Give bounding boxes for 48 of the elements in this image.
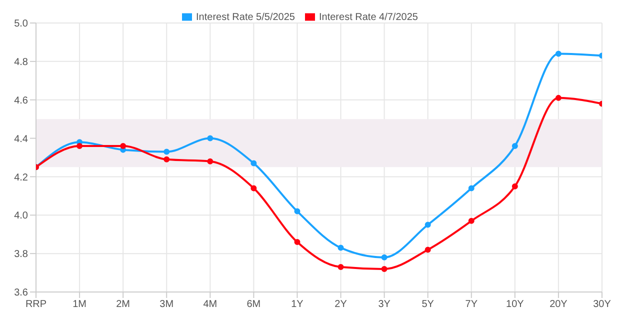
point [468,185,474,192]
point [512,142,518,149]
point [294,239,300,246]
legend-label: Interest Rate 4/7/2025 [319,12,418,23]
x-tick-label: 3Y [378,299,391,310]
x-tick-label: 10Y [506,299,524,310]
x-tick-label: RRP [25,299,47,310]
point [207,158,214,164]
y-tick-label: 3.8 [14,249,28,260]
x-tick-label: 30Y [593,299,612,310]
x-tick-label: 1M [72,299,86,310]
point [555,94,562,101]
point [555,50,562,57]
point [381,254,388,260]
point [424,246,431,253]
x-tick-label: 4M [203,299,218,310]
line-series [36,50,602,260]
x-tick-label: 2M [116,299,130,310]
point [76,142,83,149]
y-tick-label: 4.2 [14,172,28,184]
point [164,148,170,155]
point [512,183,518,190]
point [338,264,344,270]
y-tick-label: 5.0 [14,18,28,30]
x-tick-label: 5Y [422,299,434,310]
y-tick-label: 4.0 [14,210,28,222]
y-tick-label: 3.6 [14,288,28,299]
x-tick-label: 7Y [465,299,478,310]
point [381,266,388,272]
x-tick-label: 3M [160,299,174,310]
x-tick-label: 2Y [334,299,348,310]
point [294,208,300,214]
y-tick-label: 4.8 [14,56,28,68]
point [468,218,474,224]
y-tick-label: 4.6 [14,95,28,106]
point [250,185,257,192]
point [338,244,344,251]
point [250,160,257,166]
legend-label: Interest Rate 5/5/2025 [196,12,295,23]
point [207,135,214,142]
y-tick-label: 4.4 [14,134,28,145]
x-tick-label: 20Y [550,299,568,310]
point [164,156,170,162]
point [120,142,126,149]
x-tick-label: 6M [246,299,261,310]
line-series [36,94,602,272]
x-tick-label: 1Y [291,299,304,310]
point [424,222,431,228]
